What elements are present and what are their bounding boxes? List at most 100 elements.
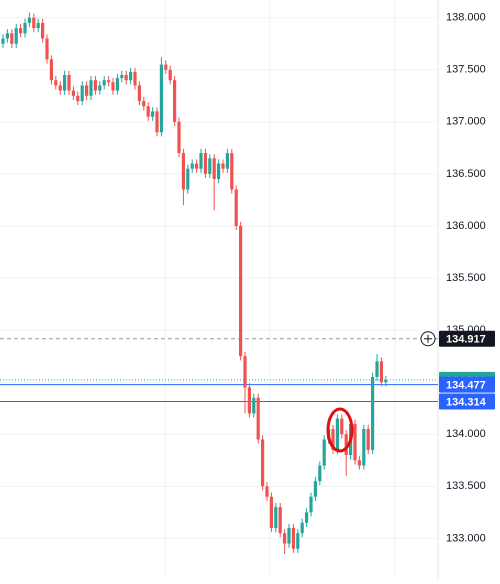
candle-body [217, 163, 221, 180]
candle-body [151, 111, 155, 117]
candle-body [80, 85, 84, 102]
candle-body [181, 153, 185, 190]
candle-body [111, 82, 115, 91]
candle-body [309, 496, 313, 513]
candle-body [318, 465, 322, 482]
candle-body [256, 397, 260, 440]
candle-body [137, 85, 141, 102]
candle-body [173, 80, 177, 122]
candle-body [322, 439, 326, 466]
y-tick-label: 133.500 [446, 480, 486, 492]
price-label-box [439, 393, 495, 410]
candle-body [36, 22, 40, 29]
y-tick-label: 135.500 [446, 272, 486, 284]
candle-body [177, 121, 181, 154]
candle-body [221, 163, 225, 169]
candle-body [366, 429, 370, 450]
candle-body [41, 22, 45, 39]
candle-body [291, 527, 295, 549]
add-alert-plus [424, 334, 432, 343]
candle-body [32, 17, 36, 29]
candle-body [164, 64, 168, 70]
y-tick-label: 133.000 [446, 532, 486, 544]
candle-body [58, 85, 62, 91]
candle-body [335, 418, 339, 450]
candle-body [371, 376, 375, 450]
candle-body [45, 38, 49, 60]
candle-body [379, 361, 383, 383]
candle-body [49, 59, 53, 81]
candle-body [76, 95, 80, 102]
candle-body [247, 387, 251, 414]
candle-body [98, 85, 102, 91]
price-label: 134.314 [446, 396, 487, 408]
candle-body [1, 38, 5, 44]
candle-body [142, 101, 146, 107]
candle-body [252, 397, 256, 414]
candle-body [115, 78, 119, 91]
candle-body [129, 71, 133, 81]
candle-body [353, 423, 357, 461]
candle-body [85, 85, 89, 96]
candle-body [5, 33, 9, 39]
candle-body [243, 356, 247, 388]
candle-body [283, 533, 287, 544]
y-tick-label: 137.500 [446, 64, 486, 76]
candle-body [124, 74, 128, 81]
candle-body [344, 434, 348, 456]
candle-body [261, 439, 265, 487]
y-tick-label: 137.000 [446, 116, 486, 128]
candle-body [278, 507, 282, 534]
candle-body [357, 460, 361, 466]
candle-body [19, 28, 23, 34]
candle-body [168, 69, 172, 81]
candle-body [331, 429, 335, 450]
candle-body [107, 80, 111, 83]
candle-body [54, 80, 58, 86]
y-tick-label: 134.000 [446, 428, 486, 440]
candle-body [375, 361, 379, 377]
candle-body [186, 168, 190, 190]
candle-body [265, 486, 269, 497]
candle-body [146, 106, 150, 117]
price-label-box [439, 330, 495, 347]
candle-body [208, 158, 212, 174]
candle-body [190, 163, 194, 169]
candle-body [340, 418, 344, 435]
price-label: 134.477 [446, 379, 486, 391]
price-label: 134.917 [446, 334, 486, 346]
candle-body [300, 522, 304, 534]
candle-body [102, 80, 106, 86]
y-tick-label: 136.000 [446, 220, 486, 232]
candle-body [199, 153, 203, 169]
candle-body [212, 158, 216, 180]
candle-body [230, 153, 234, 190]
candle-body [14, 28, 18, 44]
candle-body [195, 163, 199, 169]
candle-body [225, 153, 229, 169]
y-tick-label: 138.000 [446, 12, 486, 24]
price-label-box [439, 376, 495, 393]
candle-body [274, 507, 278, 528]
candle-body [93, 80, 97, 91]
candle-body [133, 71, 137, 86]
candle-body [287, 527, 291, 544]
annotation-circle [326, 407, 354, 453]
candle-body [67, 74, 71, 91]
candle-body [296, 533, 300, 549]
candle-body [234, 189, 238, 226]
candle-body [155, 111, 159, 133]
candle-body [120, 74, 124, 79]
candle-body [362, 429, 366, 466]
candle-body [269, 496, 273, 528]
candle-body [63, 74, 67, 91]
candle-body [27, 17, 31, 23]
candle-body [203, 153, 207, 174]
candle-body [71, 90, 75, 96]
candle-body [305, 512, 309, 523]
candle-body [23, 22, 27, 34]
candle-body [159, 64, 163, 133]
